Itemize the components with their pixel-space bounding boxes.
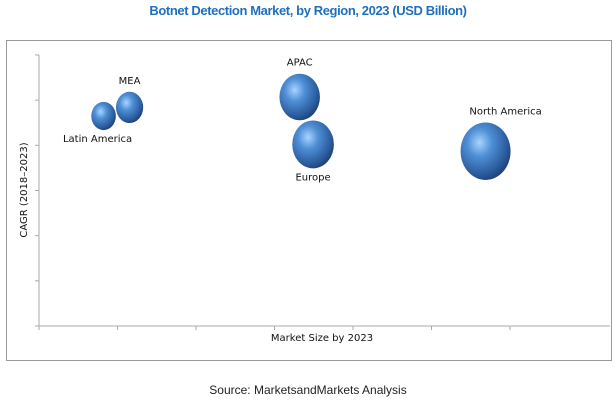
bubble-label: MEA [119,76,141,87]
bubble-label: Latin America [63,134,132,145]
chart-title: Botnet Detection Market, by Region, 2023… [149,3,467,18]
bubble-europe [292,120,334,169]
bubble-apac [279,73,320,121]
bubble-label: Europe [295,172,330,183]
y-axis-label: CAGR (2018–2023) [19,142,30,237]
bubble-label: APAC [287,58,313,69]
bubble-label: North America [469,106,541,117]
plot-frame [6,40,612,361]
source-note: Source: MarketsandMarkets Analysis [209,383,407,397]
bubble-north-america [460,122,511,180]
bubble-latin-america [91,101,116,131]
x-axis-label: Market Size by 2023 [271,333,373,344]
bubble-mea [115,91,144,124]
